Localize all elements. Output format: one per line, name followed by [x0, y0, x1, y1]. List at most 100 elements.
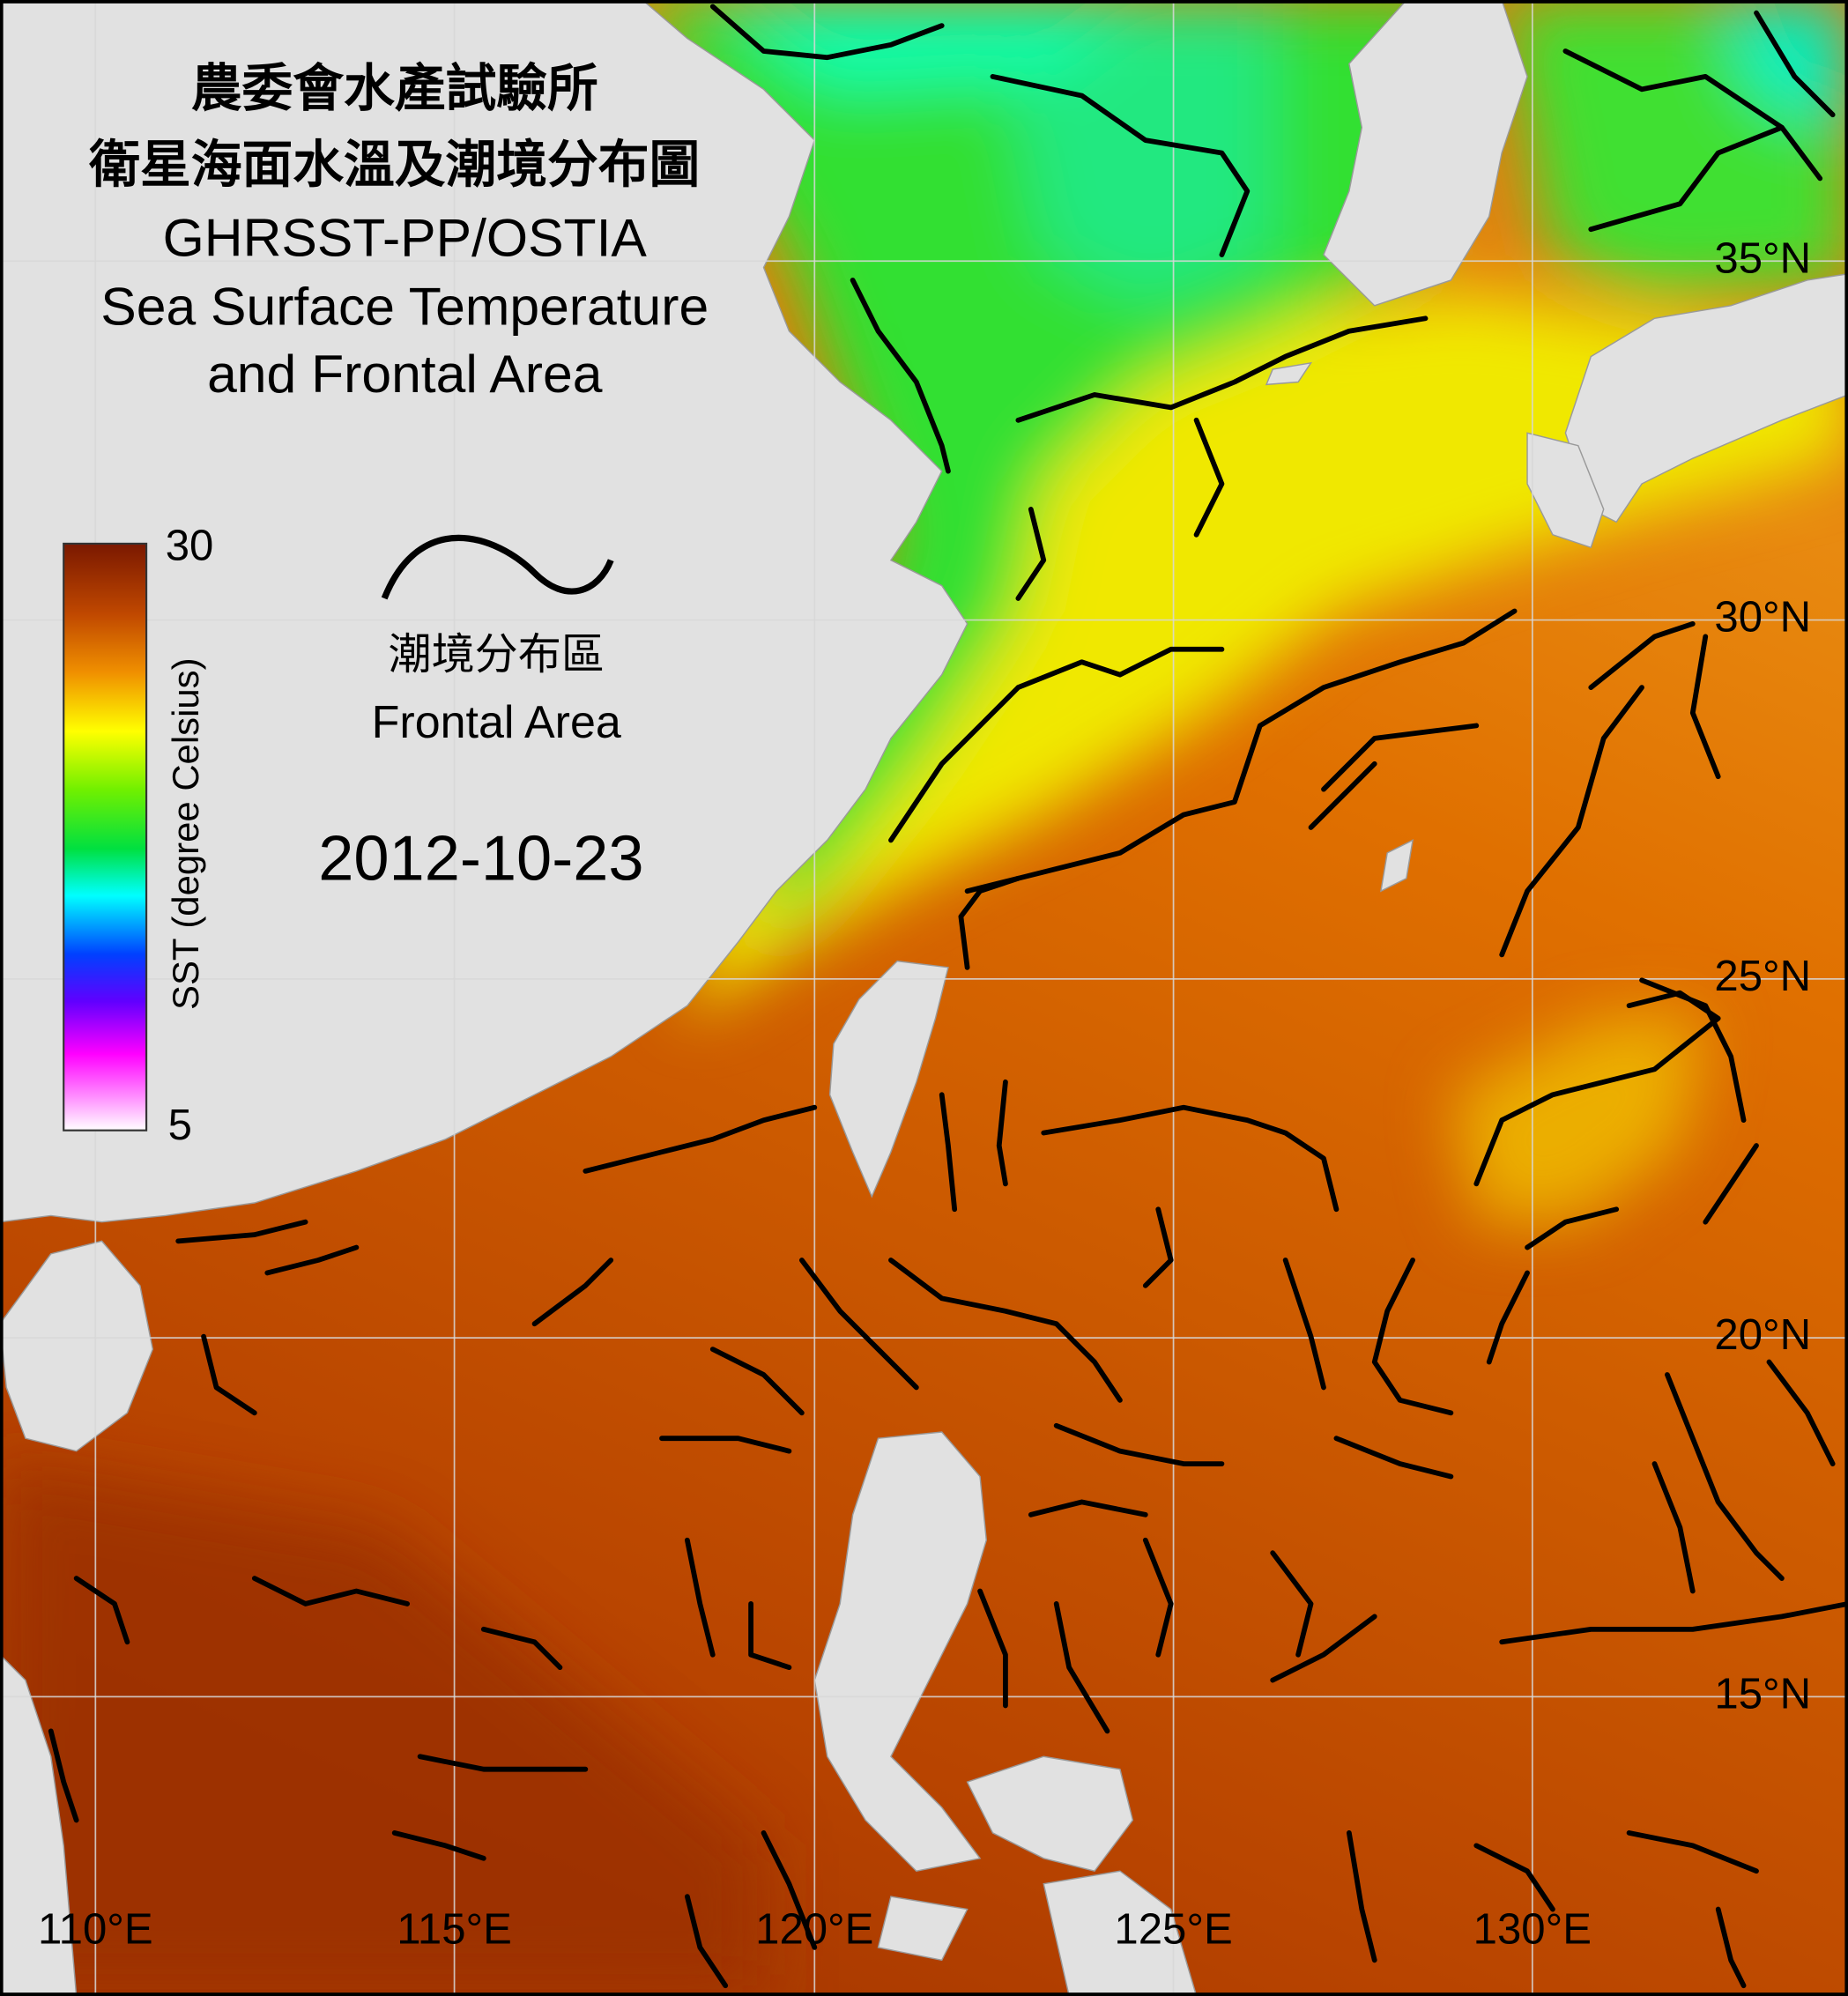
front-line: [391, 1830, 486, 1861]
front-line: [1346, 1830, 1377, 1963]
legend: 潮境分布區 Frontal Area: [372, 534, 621, 748]
latitude-label: 20°N: [1714, 1311, 1811, 1359]
front-line: [798, 1258, 919, 1391]
front-line: [990, 73, 1251, 257]
date: 2012-10-23: [318, 823, 643, 894]
front-line: [1689, 634, 1721, 780]
front-line: [1270, 1614, 1377, 1683]
front-line: [1142, 1206, 1174, 1288]
front-line: [850, 278, 951, 474]
title-block: 農委會水產試驗所 衛星海面水溫及潮境分布圖 GHRSST-PP/OSTIA Se…: [88, 58, 709, 404]
front-line: [964, 608, 1518, 894]
front-line: [1015, 507, 1047, 601]
front-line: [761, 1830, 818, 1950]
front-line: [684, 1537, 716, 1658]
front-line: [1041, 1104, 1340, 1213]
front-line: [977, 1588, 1008, 1709]
visayas: [966, 1755, 1134, 1873]
colorbar-scale: [63, 542, 148, 1132]
front-line: [48, 1728, 79, 1823]
front-line: [175, 1219, 308, 1244]
front-line: [1193, 417, 1225, 538]
front-line: [709, 4, 945, 61]
front-line: [1703, 1143, 1759, 1225]
colorbar: 30 5 SST (degree Celsius): [63, 523, 213, 1149]
title-en: and Frontal Area: [207, 344, 603, 404]
front-line: [1499, 685, 1644, 958]
front-line: [1639, 977, 1747, 1124]
indochina: [0, 1653, 78, 1996]
islet: [1265, 361, 1313, 386]
front-line: [1626, 1830, 1759, 1874]
colorbar-label: SST (degree Celsius): [165, 657, 206, 1010]
china-mainland: [0, 0, 969, 1223]
front-line: [1525, 1206, 1620, 1250]
taiwan: [828, 960, 949, 1198]
front-line: [1499, 1601, 1848, 1645]
front-line: [1270, 1550, 1314, 1658]
legend-label-en: Frontal Area: [372, 697, 621, 748]
title-zh: 衛星海面水溫及潮境分布圖: [88, 134, 700, 194]
longitude-label: 115°E: [397, 1906, 512, 1954]
front-line: [1015, 315, 1429, 423]
front-line: [201, 1333, 257, 1416]
front-line: [1473, 1843, 1555, 1912]
front-line: [888, 646, 1225, 843]
front-line: [659, 1436, 792, 1454]
coordinate-labels: 35°N 30°N 25°N 20°N 15°N 110°E 115°E 120°E 125°E…: [38, 234, 1811, 1953]
korea: [1323, 0, 1528, 307]
colorbar-max: 30: [166, 523, 214, 570]
front-line: [1588, 124, 1785, 233]
front-line: [73, 1576, 130, 1645]
front-line: [583, 1104, 818, 1174]
legend-symbol: [381, 534, 614, 600]
longitude-label: 125°E: [1114, 1906, 1232, 1954]
mindanao: [1043, 1870, 1198, 1996]
front-line: [1053, 1422, 1225, 1466]
longitude-label: 130°E: [1473, 1906, 1592, 1954]
front-line: [1651, 1461, 1696, 1594]
front-line: [1308, 761, 1377, 830]
legend-label-zh: 潮境分布區: [389, 628, 605, 679]
front-line: [251, 1576, 411, 1606]
front-line: [1486, 1270, 1530, 1365]
front-line: [1715, 1906, 1747, 1989]
latitude-label: 25°N: [1714, 953, 1811, 1000]
latitude-label: 35°N: [1714, 234, 1811, 282]
latitude-label: 30°N: [1714, 594, 1811, 642]
front-line: [1588, 621, 1696, 690]
kyushu: [1526, 432, 1605, 549]
front-line: [531, 1258, 614, 1327]
front-line: [996, 1079, 1008, 1187]
front-line: [748, 1601, 792, 1671]
title-zh: 農委會水產試驗所: [191, 58, 598, 118]
front-line: [1333, 1436, 1454, 1480]
fronts: [48, 4, 1848, 1989]
longitude-label: 120°E: [755, 1906, 873, 1954]
colorbar-min: 5: [168, 1102, 192, 1149]
longitude-label: 110°E: [38, 1906, 153, 1954]
front-line: [1754, 10, 1836, 118]
front-line: [1142, 1537, 1174, 1658]
front-line: [684, 1894, 729, 1989]
luzon: [813, 1431, 987, 1873]
front-line: [1321, 723, 1480, 792]
title-en: GHRSST-PP/OSTIA: [163, 208, 648, 268]
front-line: [264, 1244, 360, 1276]
front-line: [958, 875, 1021, 970]
front-line: [1766, 1359, 1836, 1466]
palawan: [877, 1896, 969, 1962]
front-line: [1282, 1258, 1326, 1391]
front-line: [417, 1754, 589, 1772]
front-line: [888, 1258, 1123, 1403]
front-line: [1028, 1499, 1148, 1517]
front-line: [480, 1626, 563, 1671]
front-line: [1562, 48, 1823, 182]
front-line: [709, 1347, 805, 1416]
front-line: [1053, 1601, 1110, 1734]
